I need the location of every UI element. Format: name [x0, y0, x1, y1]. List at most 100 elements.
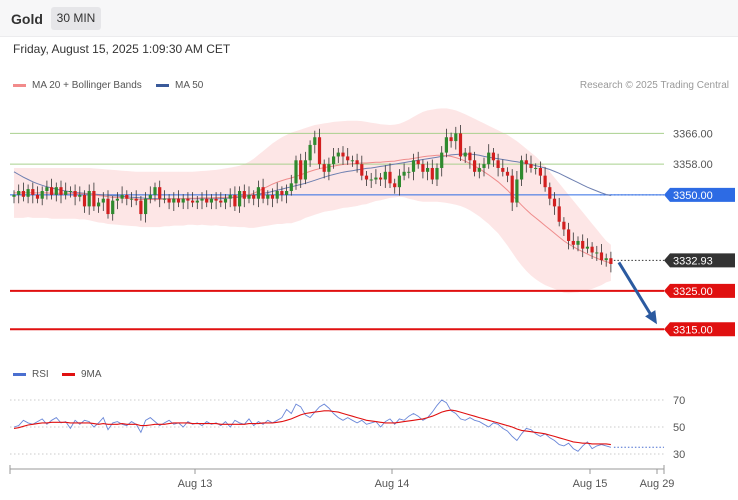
candle-body: [266, 194, 270, 199]
candle-body: [280, 191, 284, 195]
candle-body: [148, 194, 152, 199]
candle-body: [35, 194, 40, 199]
level-lines: [10, 132, 664, 331]
candle-body: [360, 164, 364, 176]
candle-body: [26, 189, 30, 197]
legend-9ma-label: 9MA: [81, 369, 102, 380]
candle-body: [308, 144, 312, 161]
candle-body: [402, 171, 406, 176]
rsi-panel: 70 50 30: [10, 395, 685, 461]
candle-body: [205, 198, 209, 203]
candle-body: [64, 191, 68, 195]
candle-body: [238, 191, 242, 207]
time-label-Aug-14: Aug 14: [375, 478, 410, 490]
candle-body: [440, 152, 444, 168]
credit-text: Research © 2025 Trading Central: [579, 80, 729, 91]
candle-body: [562, 221, 566, 230]
candle-body: [585, 246, 589, 249]
candle-body: [101, 198, 105, 203]
candle-body: [139, 200, 143, 215]
legend-ma50-label: MA 50: [175, 80, 204, 91]
candle-body: [590, 246, 594, 253]
candle-body: [54, 187, 58, 195]
level-tag-3315.00-label: 3315.00: [673, 324, 713, 336]
candle-body: [435, 167, 439, 180]
candle-body: [505, 171, 510, 176]
level-tag-3325.00-label: 3325.00: [673, 286, 713, 298]
legend-ma50: MA 50: [156, 80, 203, 91]
candle-body: [195, 200, 199, 203]
candle-body: [50, 187, 54, 195]
candle-body: [364, 175, 369, 180]
candle-body: [294, 160, 298, 184]
candle-body: [252, 194, 256, 199]
candle-body: [59, 187, 63, 195]
candle-body: [176, 198, 181, 203]
price-tags: 3366.00 3358.00 3350.00 3325.00 3315.00 3332.…: [664, 128, 735, 337]
candle-body: [153, 187, 157, 195]
candle-body: [242, 191, 246, 199]
ma9-swatch: [62, 373, 75, 376]
candle-body: [416, 160, 420, 165]
time-label-Aug-15: Aug 15: [573, 478, 608, 490]
candle-body: [529, 164, 533, 168]
level-label-3358.00: 3358.00: [673, 159, 713, 171]
candle-body: [289, 183, 293, 192]
candle-body: [444, 137, 448, 153]
candle-body: [458, 133, 463, 157]
level-label-3366.00: 3366.00: [673, 128, 713, 140]
candle-body: [125, 194, 129, 199]
ma50-swatch: [156, 84, 169, 87]
candle-body: [346, 156, 350, 161]
candle-body: [129, 198, 134, 200]
candle-body: [341, 152, 345, 157]
candle-body: [247, 194, 251, 199]
candle-body: [468, 152, 472, 161]
legend-9ma: 9MA: [62, 369, 102, 380]
last-price-tag-box: [664, 253, 735, 268]
candle-body: [275, 191, 279, 199]
candle-body: [510, 175, 514, 203]
candle-body: [383, 171, 387, 180]
time-axis: Aug 13 Aug 14 Aug 15 Aug 29: [9, 465, 675, 490]
candle-body: [303, 160, 307, 180]
candle-body: [350, 160, 354, 162]
candle-body: [581, 240, 585, 249]
candle-body: [567, 229, 571, 241]
candle-body: [397, 175, 401, 188]
time-label-Aug-29: Aug 29: [640, 478, 675, 490]
ma50-line: [13, 153, 612, 200]
candle-body: [158, 187, 162, 199]
rsi-tick-70: 70: [673, 395, 685, 407]
rsi-swatch: [13, 373, 26, 376]
candle-body: [327, 164, 331, 172]
candle-body: [491, 152, 495, 161]
legend-ma20: MA 20 + Bollinger Bands: [13, 80, 142, 91]
candle-body: [379, 177, 383, 180]
candle-body: [421, 164, 425, 172]
candle-body: [214, 198, 218, 201]
candle-body: [336, 152, 340, 157]
legend-ma20-label: MA 20 + Bollinger Bands: [32, 80, 142, 91]
last-price-tag-label: 3332.93: [673, 255, 713, 267]
candle-body: [322, 164, 326, 172]
level-tag-3350.00-label: 3350.00: [673, 190, 713, 202]
candle-body: [543, 175, 547, 188]
timeframe-button[interactable]: 30 MIN: [51, 7, 101, 30]
time-label-Aug-13: Aug 13: [178, 478, 213, 490]
forecast-arrow-head: [645, 310, 657, 325]
top-bar: Gold 30 MIN: [0, 0, 738, 37]
candle-body: [186, 198, 190, 201]
level-tag-3350.00-box: [664, 187, 735, 202]
candle-body: [520, 160, 524, 180]
candle-body: [233, 194, 237, 207]
candle-body: [496, 160, 500, 168]
level-tag-3325.00-box: [664, 283, 735, 298]
candle-body: [317, 137, 322, 165]
candle-body: [12, 194, 16, 197]
candle-body: [473, 160, 477, 172]
candle-body: [223, 198, 228, 203]
forecast-arrow-shaft: [617, 261, 655, 320]
candle-body: [407, 171, 411, 173]
